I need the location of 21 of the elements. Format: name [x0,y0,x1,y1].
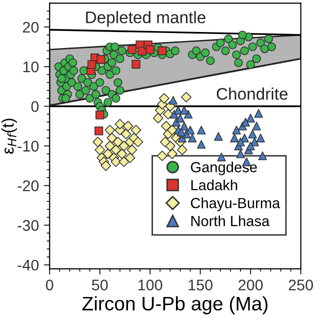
y-tick-label: -20 [18,180,39,192]
y-tick-label: -10 [18,140,39,152]
legend-label: Gangdese [190,162,257,176]
y-tick-label: -30 [18,220,39,231]
y-axis-title: ε$_{Hf}$(t) [1,118,17,154]
y-tick-label: 0 [31,101,39,112]
x-tick-label: 0 [46,280,54,290]
legend-label: North Lhasa [191,216,270,226]
legend-label: Chayu-Burma [190,198,280,212]
y-tick-label: -40 [18,260,39,271]
y-tick-label: 20 [22,22,39,33]
x-tick-label: 100 [138,280,162,290]
x-tick-label: 250 [288,280,313,290]
legend-label: Ladakh [191,180,238,190]
x-tick-label: 150 [188,280,212,290]
x-tick-label: 50 [92,280,108,290]
series-label: Depleted mantle [86,11,206,27]
y-tick-label: 10 [23,61,39,72]
x-tick-label: 200 [238,280,263,290]
x-axis-title: Zircon U-Pb age (Ma) [82,296,268,314]
ref-line-label: Chondrite [216,88,288,100]
